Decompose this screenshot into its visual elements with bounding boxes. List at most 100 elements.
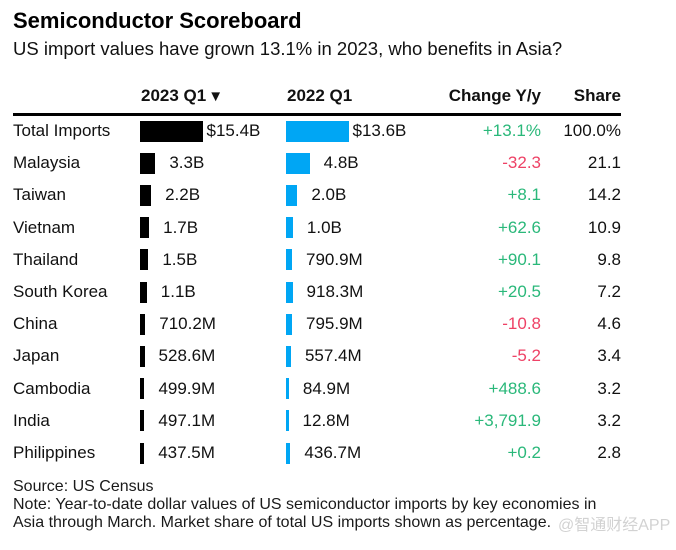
bar-2022-q1 bbox=[286, 249, 292, 271]
country-name: Vietnam bbox=[13, 217, 76, 237]
share-value: 3.2 bbox=[597, 410, 621, 430]
share-value: 9.8 bbox=[597, 249, 621, 269]
bar-2022-q1 bbox=[286, 184, 298, 206]
country-name: Japan bbox=[13, 346, 60, 366]
share-value: 7.2 bbox=[597, 282, 621, 301]
value-2023-q1: 1.7B bbox=[163, 217, 199, 237]
bar-2022-q1 bbox=[286, 378, 289, 400]
value-2023-q1: 437.5M bbox=[158, 443, 215, 462]
bar-2023-q1 bbox=[140, 378, 145, 400]
share-value: 2.8 bbox=[597, 443, 621, 462]
footnote: Note: Year-to-date dollar values of US s… bbox=[13, 496, 597, 531]
country-name: Malaysia bbox=[13, 153, 81, 173]
value-2023-q1: 497.1M bbox=[158, 410, 216, 430]
bar-2023-q1 bbox=[140, 313, 146, 335]
bar-2023-q1 bbox=[140, 217, 150, 239]
bar-2022-q1 bbox=[286, 442, 291, 464]
change-yoy: +90.1 bbox=[497, 249, 541, 269]
table-row: Malaysia 3.3B 4.8B -32.3 21.1 bbox=[0, 147, 676, 179]
table-row: China 710.2M 795.9M -10.8 4.6 bbox=[0, 308, 676, 340]
country-name: India bbox=[13, 410, 50, 430]
change-yoy: +13.1% bbox=[482, 121, 541, 140]
value-2023-q1: 2.2B bbox=[165, 185, 201, 205]
bar-2022-q1 bbox=[286, 281, 293, 303]
table-row: Thailand 1.5B 790.9M +90.1 9.8 bbox=[0, 244, 676, 276]
bar-2023-q1 bbox=[140, 120, 203, 142]
table-row: Total Imports $15.4B $13.6B +13.1% 100.0% bbox=[0, 115, 676, 147]
share-value: 3.2 bbox=[597, 378, 621, 398]
country-name: Total Imports bbox=[13, 121, 111, 140]
value-2023-q1: $15.4B bbox=[206, 121, 261, 140]
header-divider bbox=[13, 113, 621, 116]
table-row: Cambodia 499.9M 84.9M +488.6 3.2 bbox=[0, 373, 676, 405]
value-2023-q1: 528.6M bbox=[158, 346, 216, 366]
column-header-2022-q1[interactable]: 2022 Q1 bbox=[287, 86, 353, 105]
value-2023-q1: 710.2M bbox=[159, 314, 216, 334]
change-yoy: +20.5 bbox=[497, 282, 541, 301]
bar-2023-q1 bbox=[140, 249, 149, 271]
country-name: Thailand bbox=[13, 249, 79, 269]
column-header-2023-q1[interactable]: 2023 Q1 ▼ bbox=[141, 86, 223, 107]
value-2022-q1: 1.0B bbox=[306, 217, 342, 237]
share-value: 14.2 bbox=[587, 185, 621, 205]
change-yoy: +62.6 bbox=[497, 217, 541, 237]
value-2023-q1: 1.5B bbox=[162, 249, 198, 269]
bar-2022-q1 bbox=[286, 152, 310, 174]
bar-2022-q1 bbox=[286, 313, 292, 335]
change-yoy: -10.8 bbox=[502, 314, 541, 334]
table-row: Taiwan 2.2B 2.0B +8.1 14.2 bbox=[0, 179, 676, 211]
change-yoy: +3,791.9 bbox=[474, 410, 541, 430]
share-value: 4.6 bbox=[597, 314, 621, 334]
share-value: 10.9 bbox=[587, 217, 621, 237]
country-name: South Korea bbox=[13, 282, 108, 301]
table-row: Philippines 437.5M 436.7M +0.2 2.8 bbox=[0, 437, 676, 469]
country-name: Taiwan bbox=[13, 185, 66, 205]
chart-subtitle: US import values have grown 13.1% in 202… bbox=[13, 38, 563, 59]
bar-2023-q1 bbox=[140, 410, 145, 432]
share-value: 100.0% bbox=[563, 121, 621, 140]
table-row: Japan 528.6M 557.4M -5.2 3.4 bbox=[0, 340, 676, 372]
bar-2023-q1 bbox=[140, 345, 145, 367]
value-2022-q1: 436.7M bbox=[304, 443, 362, 462]
table-row: Vietnam 1.7B 1.0B +62.6 10.9 bbox=[0, 212, 676, 244]
value-2022-q1: 918.3M bbox=[306, 282, 364, 301]
bar-2022-q1 bbox=[286, 217, 293, 239]
value-2022-q1: 84.9M bbox=[302, 378, 351, 398]
change-yoy: +8.1 bbox=[507, 185, 541, 205]
value-2022-q1: 12.8M bbox=[302, 410, 350, 430]
country-name: China bbox=[13, 314, 58, 334]
value-2022-q1: 557.4M bbox=[304, 346, 362, 366]
value-2022-q1: $13.6B bbox=[352, 121, 407, 140]
table-row: India 497.1M 12.8M +3,791.9 3.2 bbox=[0, 405, 676, 437]
country-name: Cambodia bbox=[13, 378, 91, 398]
watermark: @智通财经APP bbox=[558, 517, 671, 534]
value-2022-q1: 4.8B bbox=[323, 153, 359, 173]
value-2022-q1: 790.9M bbox=[305, 249, 363, 269]
column-header-share[interactable]: Share bbox=[573, 86, 621, 105]
bar-2023-q1 bbox=[140, 442, 145, 464]
change-yoy: -5.2 bbox=[511, 346, 541, 366]
bar-2022-q1 bbox=[286, 410, 289, 432]
change-yoy: +488.6 bbox=[488, 378, 541, 398]
sort-descending-icon: ▼ bbox=[208, 88, 224, 105]
value-2023-q1: 1.1B bbox=[160, 282, 196, 301]
chart-title: Semiconductor Scoreboard bbox=[13, 8, 302, 33]
country-name: Philippines bbox=[13, 443, 96, 462]
value-2023-q1: 3.3B bbox=[169, 153, 205, 173]
table-row: South Korea 1.1B 918.3M +20.5 7.2 bbox=[0, 276, 676, 308]
value-2022-q1: 795.9M bbox=[306, 314, 363, 334]
change-yoy: -32.3 bbox=[502, 153, 541, 173]
bar-2023-q1 bbox=[140, 281, 147, 303]
value-2023-q1: 499.9M bbox=[158, 378, 216, 398]
change-yoy: +0.2 bbox=[507, 443, 541, 462]
column-header-change[interactable]: Change Y/y bbox=[448, 86, 541, 105]
share-value: 21.1 bbox=[587, 153, 621, 173]
share-value: 3.4 bbox=[597, 346, 621, 366]
source-note: Source: US Census bbox=[13, 478, 154, 495]
value-2022-q1: 2.0B bbox=[311, 185, 347, 205]
bar-2023-q1 bbox=[140, 152, 156, 174]
bar-2022-q1 bbox=[286, 345, 291, 367]
bar-2022-q1 bbox=[286, 120, 349, 142]
bar-2023-q1 bbox=[140, 184, 152, 206]
column-header-label: 2023 Q1 bbox=[141, 86, 207, 105]
